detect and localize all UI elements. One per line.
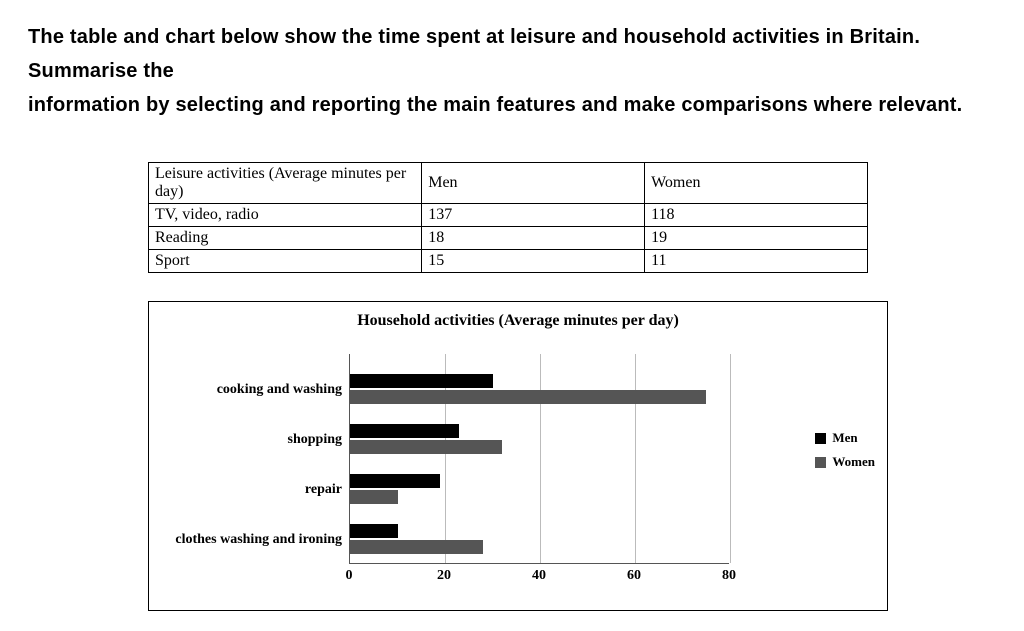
cell-activity: Reading bbox=[149, 227, 422, 250]
category-label: shopping bbox=[157, 432, 342, 448]
table-row: Sport 15 11 bbox=[149, 250, 868, 273]
x-tick-label: 80 bbox=[722, 568, 736, 584]
x-tick-label: 0 bbox=[346, 568, 353, 584]
prompt-line-1: The table and chart below show the time … bbox=[28, 26, 920, 82]
x-tick-label: 40 bbox=[532, 568, 546, 584]
legend-label-women: Women bbox=[832, 454, 875, 470]
cell-women: 11 bbox=[645, 250, 868, 273]
bar-men bbox=[350, 474, 440, 488]
legend-swatch-men bbox=[815, 433, 826, 444]
gridline bbox=[540, 354, 541, 563]
legend-swatch-women bbox=[815, 457, 826, 468]
prompt-line-2: information by selecting and reporting t… bbox=[28, 94, 962, 116]
bar-women bbox=[350, 490, 398, 504]
legend-label-men: Men bbox=[832, 430, 857, 446]
header-activity: Leisure activities (Average minutes per … bbox=[149, 163, 422, 204]
chart-legend: Men Women bbox=[815, 422, 875, 478]
cell-women: 118 bbox=[645, 204, 868, 227]
header-women: Women bbox=[645, 163, 868, 204]
bar-men bbox=[350, 374, 493, 388]
cell-men: 137 bbox=[422, 204, 645, 227]
task-prompt: The table and chart below show the time … bbox=[28, 20, 996, 122]
table-header-row: Leisure activities (Average minutes per … bbox=[149, 163, 868, 204]
gridline bbox=[730, 354, 731, 563]
chart-title: Household activities (Average minutes pe… bbox=[149, 302, 887, 330]
bar-women bbox=[350, 390, 706, 404]
bar-women bbox=[350, 440, 502, 454]
category-label: repair bbox=[157, 482, 342, 498]
bar-men bbox=[350, 424, 459, 438]
leisure-table: Leisure activities (Average minutes per … bbox=[148, 162, 868, 273]
cell-activity: TV, video, radio bbox=[149, 204, 422, 227]
header-men: Men bbox=[422, 163, 645, 204]
cell-women: 19 bbox=[645, 227, 868, 250]
cell-men: 15 bbox=[422, 250, 645, 273]
category-label: clothes washing and ironing bbox=[157, 532, 342, 548]
x-tick-label: 20 bbox=[437, 568, 451, 584]
plot-area bbox=[349, 354, 729, 564]
table-row: Reading 18 19 bbox=[149, 227, 868, 250]
gridline bbox=[635, 354, 636, 563]
cell-activity: Sport bbox=[149, 250, 422, 273]
cell-men: 18 bbox=[422, 227, 645, 250]
category-label: cooking and washing bbox=[157, 382, 342, 398]
legend-item-men: Men bbox=[815, 430, 875, 446]
leisure-table-container: Leisure activities (Average minutes per … bbox=[148, 162, 868, 273]
x-tick-label: 60 bbox=[627, 568, 641, 584]
bar-women bbox=[350, 540, 483, 554]
bar-men bbox=[350, 524, 398, 538]
legend-item-women: Women bbox=[815, 454, 875, 470]
table-row: TV, video, radio 137 118 bbox=[149, 204, 868, 227]
household-chart: Household activities (Average minutes pe… bbox=[148, 301, 888, 611]
